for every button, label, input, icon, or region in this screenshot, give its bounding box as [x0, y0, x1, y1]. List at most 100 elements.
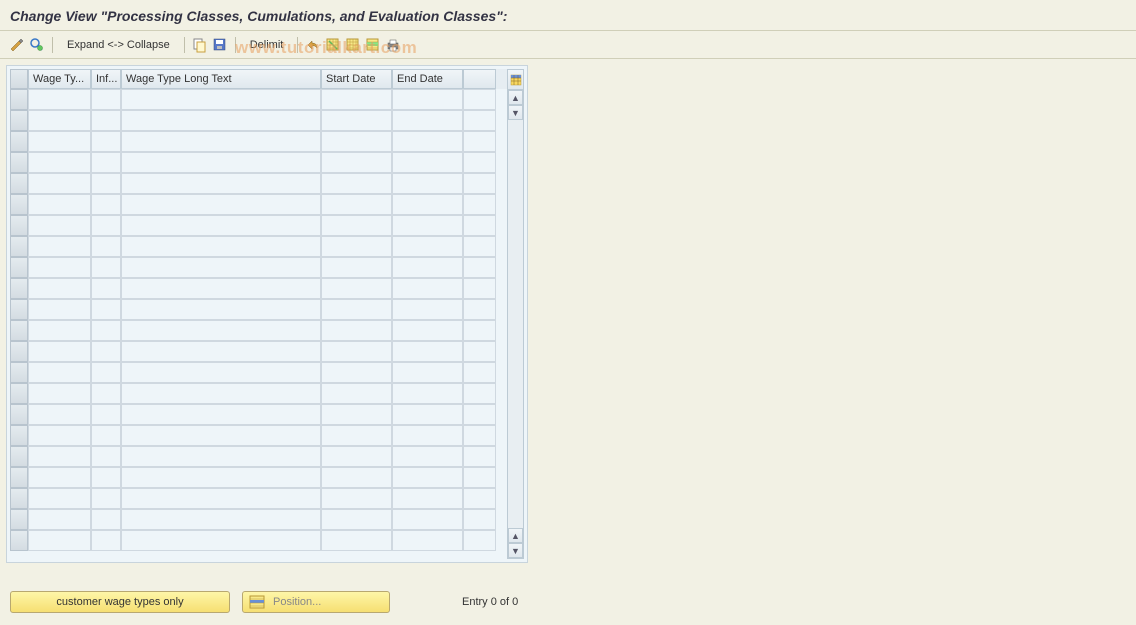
- table-cell[interactable]: [121, 404, 321, 425]
- table-cell[interactable]: [463, 215, 496, 236]
- scroll-up2-icon[interactable]: ▲: [508, 528, 523, 543]
- table-cell[interactable]: [321, 425, 392, 446]
- table-cell[interactable]: [392, 131, 463, 152]
- table-cell[interactable]: [28, 383, 91, 404]
- toggle-display-icon[interactable]: [8, 36, 26, 54]
- table-cell[interactable]: [392, 110, 463, 131]
- row-selector[interactable]: [10, 173, 28, 194]
- table-row[interactable]: [10, 362, 507, 383]
- delimit-button[interactable]: Delimit: [242, 37, 292, 53]
- table-cell[interactable]: [28, 467, 91, 488]
- table-cell[interactable]: [91, 215, 121, 236]
- table-cell[interactable]: [28, 131, 91, 152]
- table-cell[interactable]: [321, 488, 392, 509]
- position-button[interactable]: Position...: [242, 591, 390, 613]
- row-selector[interactable]: [10, 404, 28, 425]
- table-row[interactable]: [10, 488, 507, 509]
- table-row[interactable]: [10, 110, 507, 131]
- table-row[interactable]: [10, 173, 507, 194]
- row-selector[interactable]: [10, 131, 28, 152]
- row-selector[interactable]: [10, 383, 28, 404]
- row-selector[interactable]: [10, 194, 28, 215]
- deselect-all-icon[interactable]: [344, 36, 362, 54]
- table-row[interactable]: [10, 194, 507, 215]
- table-cell[interactable]: [463, 236, 496, 257]
- table-cell[interactable]: [321, 131, 392, 152]
- table-cell[interactable]: [121, 194, 321, 215]
- row-selector[interactable]: [10, 509, 28, 530]
- table-row[interactable]: [10, 89, 507, 110]
- table-cell[interactable]: [463, 509, 496, 530]
- table-cell[interactable]: [91, 89, 121, 110]
- table-cell[interactable]: [463, 341, 496, 362]
- table-row[interactable]: [10, 467, 507, 488]
- table-cell[interactable]: [321, 341, 392, 362]
- row-selector[interactable]: [10, 446, 28, 467]
- col-wage-type[interactable]: Wage Ty...: [28, 69, 91, 89]
- table-cell[interactable]: [392, 383, 463, 404]
- table-cell[interactable]: [121, 299, 321, 320]
- table-cell[interactable]: [28, 425, 91, 446]
- table-cell[interactable]: [463, 152, 496, 173]
- row-selector[interactable]: [10, 89, 28, 110]
- table-settings-icon[interactable]: [508, 70, 523, 90]
- table-cell[interactable]: [321, 509, 392, 530]
- table-cell[interactable]: [28, 530, 91, 551]
- table-row[interactable]: [10, 425, 507, 446]
- table-cell[interactable]: [463, 467, 496, 488]
- table-row[interactable]: [10, 320, 507, 341]
- col-wage-long-text[interactable]: Wage Type Long Text: [121, 69, 321, 89]
- table-row[interactable]: [10, 131, 507, 152]
- table-cell[interactable]: [121, 383, 321, 404]
- table-cell[interactable]: [121, 467, 321, 488]
- table-cell[interactable]: [321, 236, 392, 257]
- col-end-date[interactable]: End Date: [392, 69, 463, 89]
- table-cell[interactable]: [321, 299, 392, 320]
- table-cell[interactable]: [121, 89, 321, 110]
- table-cell[interactable]: [91, 530, 121, 551]
- table-cell[interactable]: [321, 173, 392, 194]
- customer-wage-types-button[interactable]: customer wage types only: [10, 591, 230, 613]
- table-cell[interactable]: [28, 446, 91, 467]
- table-cell[interactable]: [321, 89, 392, 110]
- table-cell[interactable]: [321, 194, 392, 215]
- table-row[interactable]: [10, 341, 507, 362]
- table-cell[interactable]: [392, 215, 463, 236]
- table-cell[interactable]: [28, 320, 91, 341]
- table-cell[interactable]: [91, 320, 121, 341]
- table-cell[interactable]: [321, 362, 392, 383]
- table-row[interactable]: [10, 236, 507, 257]
- table-cell[interactable]: [91, 509, 121, 530]
- table-cell[interactable]: [91, 341, 121, 362]
- table-row[interactable]: [10, 404, 507, 425]
- row-selector[interactable]: [10, 236, 28, 257]
- table-cell[interactable]: [28, 173, 91, 194]
- table-cell[interactable]: [463, 110, 496, 131]
- table-cell[interactable]: [91, 131, 121, 152]
- row-selector[interactable]: [10, 110, 28, 131]
- table-cell[interactable]: [28, 299, 91, 320]
- table-cell[interactable]: [392, 446, 463, 467]
- table-cell[interactable]: [121, 215, 321, 236]
- table-cell[interactable]: [321, 278, 392, 299]
- table-cell[interactable]: [91, 467, 121, 488]
- table-cell[interactable]: [463, 173, 496, 194]
- table-cell[interactable]: [28, 110, 91, 131]
- table-cell[interactable]: [392, 152, 463, 173]
- table-row[interactable]: [10, 278, 507, 299]
- table-cell[interactable]: [91, 383, 121, 404]
- table-cell[interactable]: [28, 509, 91, 530]
- row-selector[interactable]: [10, 215, 28, 236]
- table-cell[interactable]: [392, 362, 463, 383]
- scroll-down-icon[interactable]: ▼: [508, 105, 523, 120]
- table-cell[interactable]: [321, 152, 392, 173]
- table-cell[interactable]: [28, 152, 91, 173]
- table-cell[interactable]: [392, 320, 463, 341]
- table-row[interactable]: [10, 215, 507, 236]
- table-cell[interactable]: [121, 236, 321, 257]
- table-cell[interactable]: [321, 383, 392, 404]
- table-cell[interactable]: [321, 257, 392, 278]
- table-cell[interactable]: [121, 530, 321, 551]
- table-cell[interactable]: [321, 467, 392, 488]
- table-cell[interactable]: [392, 89, 463, 110]
